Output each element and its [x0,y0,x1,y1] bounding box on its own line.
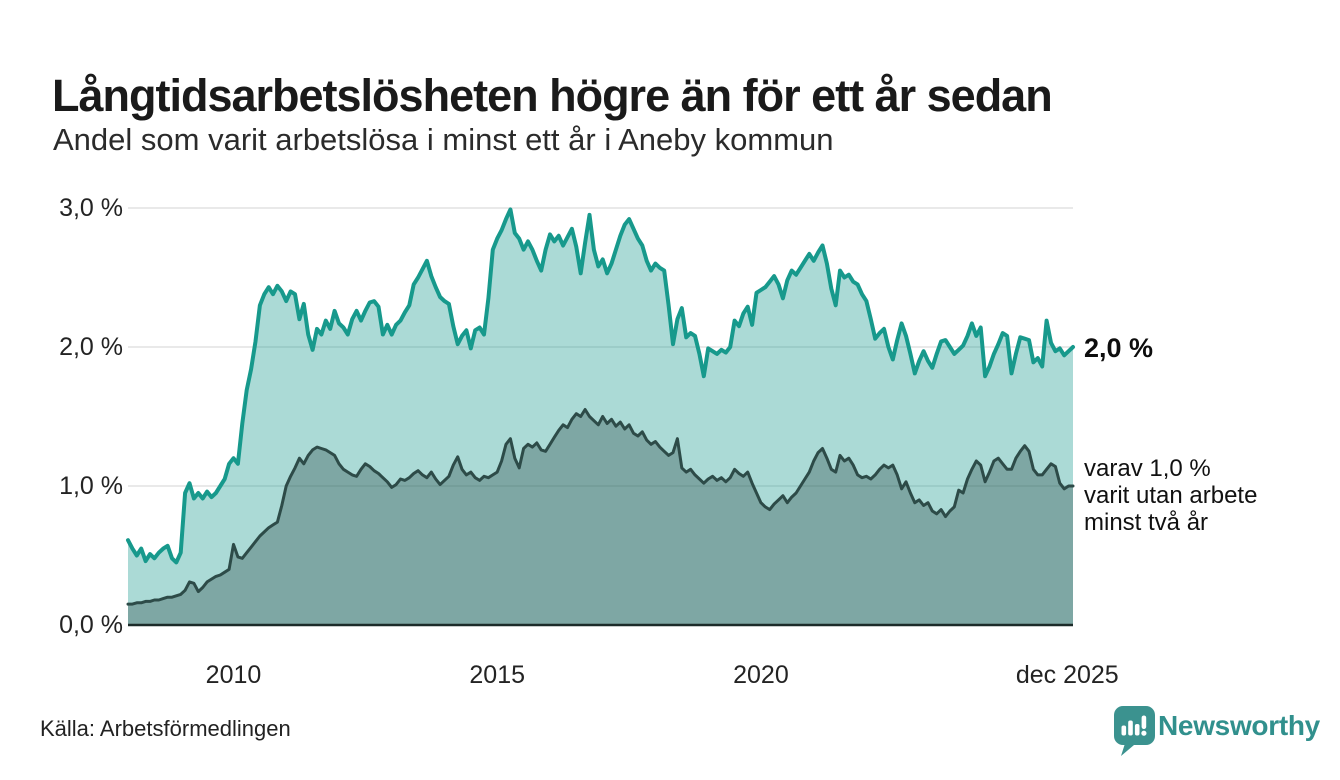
page-title: Långtidsarbetslösheten högre än för ett … [52,70,1053,122]
newsworthy-logo-icon [1114,706,1155,756]
x-tick-label: 2010 [205,661,262,689]
y-tick-label: 2,0 % [59,333,123,361]
series1-line [126,207,1075,565]
x-tick-label: dec 2025 [1015,661,1119,689]
source-credit: Källa: Arbetsförmedlingen [40,716,291,741]
y-tick-label: 1,0 % [59,472,123,500]
x-tick-label: 2020 [733,661,789,689]
area-chart [126,207,1075,627]
y-tick-label: 0,0 % [59,611,123,639]
page-subtitle: Andel som varit arbetslösa i minst ett å… [53,122,834,157]
newsworthy-logo-text: Newsworthy [1158,710,1320,741]
x-tick-label: 2015 [469,661,526,689]
series2-annotation: varav 1,0 % varit utan arbete minst två … [1084,455,1258,536]
series1-end-value-label: 2,0 % [1084,333,1154,363]
series2-line [126,408,1075,606]
y-tick-label: 3,0 % [59,194,123,222]
series2-area [128,409,1073,625]
